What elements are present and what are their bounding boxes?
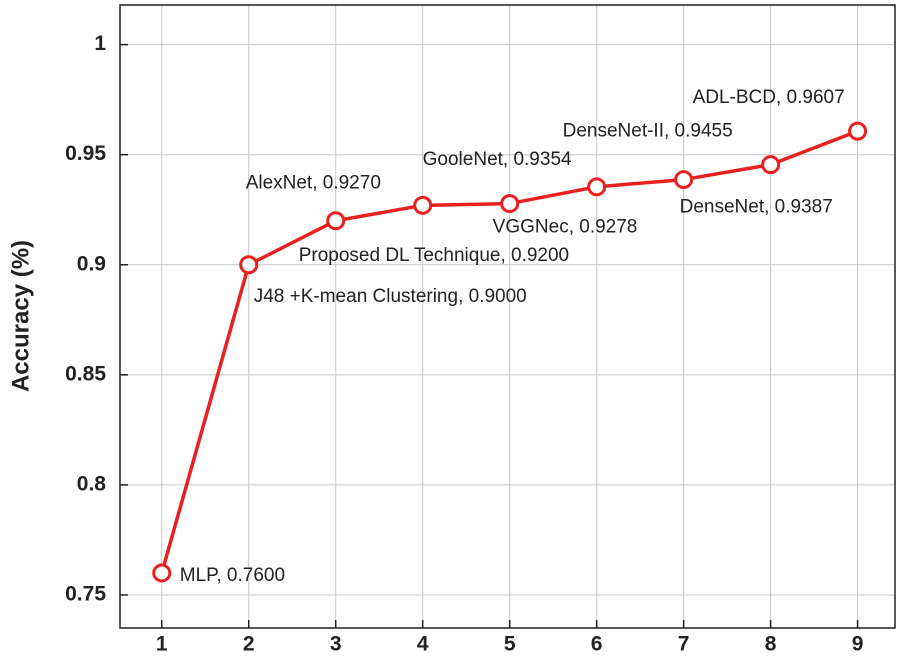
y-tick-label: 1	[94, 32, 106, 55]
y-tick-label: 0.85	[65, 362, 106, 385]
x-tick-label: 4	[417, 633, 429, 656]
y-tick-label: 0.9	[77, 252, 106, 275]
data-label: AlexNet, 0.9270	[246, 172, 381, 193]
data-label: GooleNet, 0.9354	[423, 149, 572, 170]
marker	[326, 211, 346, 231]
x-tick-label: 6	[591, 633, 603, 656]
data-label: DenseNet-II, 0.9455	[563, 121, 733, 142]
marker	[761, 155, 781, 175]
y-axis-label: Accuracy (%)	[7, 240, 34, 392]
marker	[239, 255, 259, 275]
y-tick-label: 0.8	[77, 472, 107, 495]
data-label: DenseNet, 0.9387	[680, 197, 833, 218]
data-label: J48 +K-mean Clustering, 0.9000	[254, 286, 527, 307]
marker	[152, 563, 172, 583]
marker	[413, 195, 433, 215]
marker	[674, 170, 694, 190]
y-tick-label: 0.95	[65, 142, 106, 165]
marker	[500, 194, 520, 214]
data-label: VGGNec, 0.9278	[493, 217, 638, 238]
data-label: Proposed DL Technique, 0.9200	[299, 245, 569, 266]
x-tick-label: 7	[678, 633, 690, 656]
data-label: ADL-BCD, 0.9607	[693, 87, 845, 108]
x-tick-label: 9	[852, 633, 864, 656]
marker	[848, 121, 868, 141]
plot-frame	[119, 4, 896, 629]
x-tick-label: 1	[156, 633, 168, 656]
y-tick-label: 0.75	[65, 583, 106, 606]
x-tick-label: 8	[765, 633, 777, 656]
data-label: MLP, 0.7600	[180, 565, 285, 586]
x-tick-label: 2	[243, 633, 255, 656]
x-tick-label: 5	[504, 633, 516, 656]
x-tick-label: 3	[330, 633, 342, 656]
marker	[587, 177, 607, 197]
